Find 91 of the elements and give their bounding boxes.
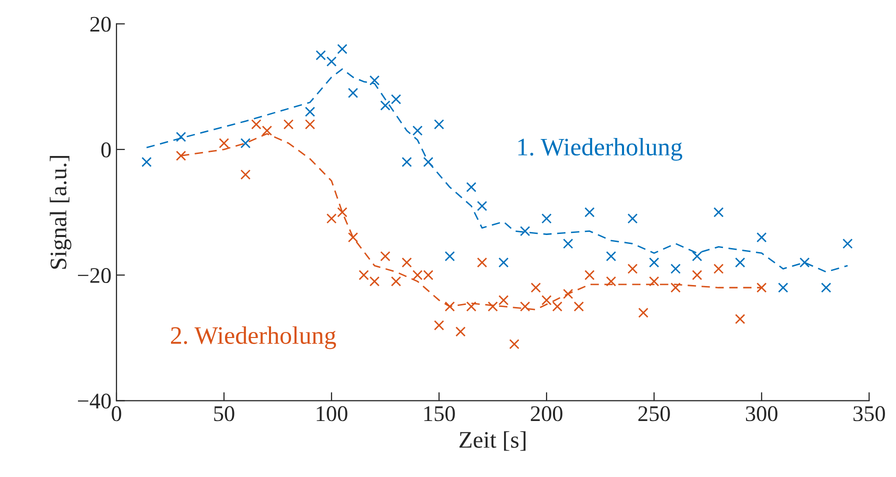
point [498, 257, 509, 268]
point [756, 232, 767, 242]
point [369, 276, 380, 286]
point [692, 251, 702, 262]
point [390, 276, 402, 286]
point [466, 301, 476, 312]
point [423, 156, 434, 168]
point [520, 226, 530, 236]
point [240, 169, 251, 180]
x-tick-label: 50 [214, 406, 234, 422]
point [176, 150, 186, 161]
point [402, 257, 412, 268]
point [476, 200, 488, 212]
point [444, 251, 455, 262]
line-series [146, 68, 848, 273]
point [304, 119, 316, 130]
point [476, 257, 488, 268]
point [498, 295, 509, 306]
point [584, 207, 595, 218]
point [530, 282, 541, 293]
point [821, 282, 832, 293]
x-tick-label: 300 [746, 406, 778, 422]
y-tick-label: −20 [78, 268, 111, 283]
point [541, 295, 552, 306]
point [562, 288, 574, 299]
point [648, 257, 660, 268]
x-tick-label: 150 [424, 406, 455, 422]
point [283, 119, 294, 130]
point [262, 126, 272, 136]
point [402, 156, 412, 168]
point [488, 301, 498, 312]
point [218, 138, 230, 148]
point [648, 276, 660, 286]
x-tick-label: 250 [638, 406, 670, 422]
point [562, 238, 574, 249]
point [304, 106, 316, 117]
x-tick-label: 0 [112, 406, 122, 422]
point [509, 339, 520, 350]
point [466, 182, 476, 192]
point [251, 119, 262, 130]
point [455, 326, 466, 337]
y-tick-label: 20 [90, 16, 111, 32]
point [584, 270, 595, 280]
point [142, 156, 152, 168]
point [348, 232, 358, 242]
series-label: 1. Wiederholung [518, 138, 682, 161]
point [358, 270, 369, 280]
point [434, 119, 444, 130]
text: 2. Wiederholung [171, 326, 336, 350]
point [606, 251, 616, 262]
point [756, 282, 767, 293]
point [800, 257, 810, 268]
point [714, 264, 724, 274]
x-tick-label: 100 [316, 406, 348, 422]
point [337, 44, 348, 54]
y-axis-title: Signal [a.u.] [50, 156, 72, 269]
point [670, 264, 681, 274]
point [552, 301, 562, 312]
point [380, 251, 390, 262]
point [692, 270, 702, 280]
point [444, 301, 455, 312]
point [434, 320, 444, 330]
point [240, 138, 251, 148]
point [390, 94, 402, 104]
point [778, 282, 788, 293]
point [412, 126, 423, 136]
point [369, 75, 380, 86]
point [627, 264, 638, 274]
point [326, 213, 337, 224]
x-tick-label: 200 [530, 406, 562, 422]
point [316, 50, 326, 60]
point [380, 100, 390, 111]
point [520, 301, 530, 312]
point [606, 276, 616, 286]
point [574, 301, 584, 312]
x-tick-label: 350 [854, 406, 885, 422]
point [735, 314, 746, 324]
point [735, 257, 746, 268]
y-tick-label: −40 [78, 394, 111, 409]
point [714, 207, 724, 218]
point [176, 132, 186, 142]
point [627, 213, 638, 224]
x-axis-title: Zeit [s] [460, 431, 526, 451]
point [337, 207, 348, 218]
y-tick-label: 0 [101, 142, 111, 158]
point [348, 88, 358, 98]
point [842, 238, 853, 249]
point [638, 308, 648, 318]
point [326, 56, 337, 67]
point [670, 282, 681, 293]
point [541, 213, 552, 224]
